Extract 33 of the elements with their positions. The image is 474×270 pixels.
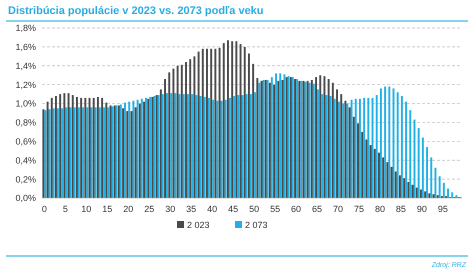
x-tick-label: 45 bbox=[228, 204, 238, 214]
y-tick-label: 1,6% bbox=[15, 42, 36, 52]
y-tick-label: 0,4% bbox=[15, 155, 36, 166]
x-tick-label: 60 bbox=[291, 204, 302, 214]
y-tick-label: 0,6% bbox=[15, 136, 36, 146]
x-tick-label: 5 bbox=[62, 204, 68, 214]
x-tick-label: 65 bbox=[312, 204, 322, 214]
y-tick-label: 1,4% bbox=[15, 60, 36, 71]
x-tick-label: 15 bbox=[102, 204, 112, 214]
legend-label: 2 023 bbox=[187, 220, 210, 230]
x-tick-label: 30 bbox=[165, 204, 176, 214]
x-tick-label: 90 bbox=[416, 204, 427, 214]
x-tick-label: 40 bbox=[207, 204, 218, 214]
x-tick-label: 50 bbox=[249, 204, 260, 214]
y-tick-label: 1,0% bbox=[15, 98, 36, 109]
x-tick-label: 10 bbox=[81, 204, 92, 214]
y-tick-label: 1,8% bbox=[15, 23, 36, 34]
x-tick-label: 70 bbox=[332, 204, 344, 214]
y-tick-label: 1,2% bbox=[15, 80, 36, 90]
legend-label: 2 073 bbox=[245, 220, 268, 230]
x-tick-label: 85 bbox=[396, 204, 406, 214]
y-tick-label: 0,2% bbox=[15, 174, 36, 184]
chart-title: Distribúcia populácie v 2023 vs. 2073 podľa veku bbox=[8, 5, 264, 17]
x-tick-label: 55 bbox=[270, 204, 280, 214]
x-tick-label: 35 bbox=[186, 204, 196, 214]
x-tick-label: 20 bbox=[123, 204, 134, 214]
x-tick-label: 95 bbox=[438, 204, 448, 214]
x-tick-label: 80 bbox=[374, 204, 385, 214]
x-tick-label: 25 bbox=[144, 204, 154, 214]
x-tick-label: 75 bbox=[354, 204, 364, 214]
x-tick-label: 0 bbox=[42, 204, 47, 214]
y-tick-label: 0,0% bbox=[15, 193, 36, 204]
y-tick-label: 0,8% bbox=[15, 118, 36, 128]
